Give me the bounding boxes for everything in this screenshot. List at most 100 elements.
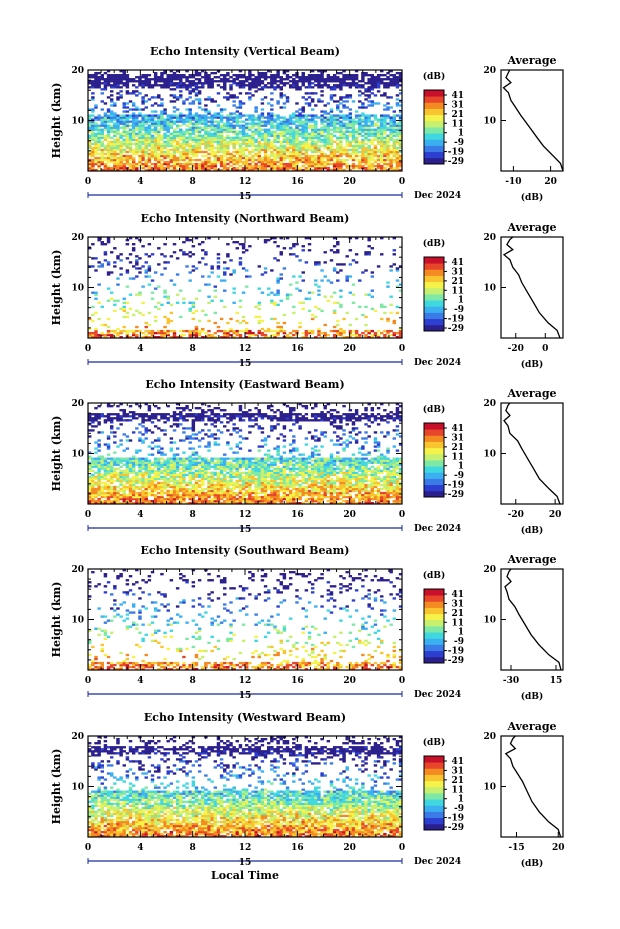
heatmap-cell xyxy=(339,333,343,337)
heatmap-cell xyxy=(235,78,240,81)
heatmap-cell xyxy=(342,96,346,99)
heatmap-cell xyxy=(376,142,381,146)
heatmap-cell xyxy=(288,76,293,79)
heatmap-cell xyxy=(245,327,249,331)
heatmap-cell xyxy=(367,493,371,497)
heatmap-cell xyxy=(301,132,305,135)
heatmap-cell xyxy=(91,92,95,95)
heatmap-cell xyxy=(138,142,142,146)
heatmap-cell xyxy=(398,132,403,135)
heatmap-cell xyxy=(135,166,139,170)
heatmap-cell xyxy=(157,166,161,170)
heatmap-cell xyxy=(207,86,211,89)
heatmap-cell xyxy=(204,126,208,129)
heatmap-cell xyxy=(358,80,362,83)
heatmap-cell xyxy=(364,124,368,127)
heatmap-cell xyxy=(194,126,199,129)
heatmap-cell xyxy=(348,82,353,85)
heatmap-cell xyxy=(194,120,199,123)
heatmap-cell xyxy=(144,489,148,493)
heatmap-cell xyxy=(395,487,400,491)
heatmap-cell xyxy=(370,150,375,154)
heatmap-cell xyxy=(348,118,353,121)
y-tick-label: 20 xyxy=(71,233,84,243)
heatmap-cell xyxy=(179,249,183,252)
heatmap-cell xyxy=(223,489,227,493)
heatmap-cell xyxy=(348,112,353,115)
heatmap-cell xyxy=(279,86,283,89)
heatmap-cell xyxy=(116,144,120,148)
heatmap-cell xyxy=(229,160,233,164)
heatmap-cell xyxy=(370,138,375,141)
heatmap-cell xyxy=(128,329,133,333)
heatmap-cell xyxy=(91,493,95,497)
heatmap-cell xyxy=(266,140,271,144)
heatmap-cell xyxy=(229,164,233,168)
heatmap-cell xyxy=(263,493,268,497)
heatmap-cell xyxy=(194,94,199,97)
heatmap-cell xyxy=(219,317,224,321)
heatmap-cell xyxy=(128,120,133,123)
heatmap-cell xyxy=(131,90,136,93)
heatmap-cell xyxy=(160,168,164,172)
heatmap-cell xyxy=(88,247,92,250)
heatmap-cell xyxy=(138,144,142,148)
heatmap-cell xyxy=(392,491,397,495)
heatmap-cell xyxy=(122,325,126,329)
heatmap-cell xyxy=(301,487,305,491)
heatmap-cell xyxy=(358,495,362,499)
heatmap-cell xyxy=(257,78,261,81)
heatmap-cell xyxy=(135,108,139,111)
heatmap-cell xyxy=(94,257,98,260)
heatmap-cell xyxy=(179,94,183,97)
heatmap-cell xyxy=(285,128,290,131)
heatmap-cell xyxy=(119,152,123,156)
heatmap-cell xyxy=(364,118,368,121)
heatmap-cell xyxy=(307,78,312,81)
heatmap-cell xyxy=(295,132,299,135)
heatmap-cell xyxy=(323,489,327,493)
heatmap-cell xyxy=(188,134,192,137)
heatmap-cell xyxy=(260,162,265,166)
heatmap-cell xyxy=(128,497,133,501)
heatmap-cell xyxy=(307,148,312,152)
heatmap-cell xyxy=(197,74,202,77)
heatmap-cell xyxy=(163,325,167,329)
heatmap-cell xyxy=(398,92,403,95)
heatmap-cell xyxy=(106,82,111,85)
heatmap-cell xyxy=(163,335,167,339)
heatmap-cell xyxy=(128,148,133,152)
average-title: Average xyxy=(506,54,556,67)
heatmap-cell xyxy=(100,120,104,123)
heatmap-cell xyxy=(125,120,130,123)
heatmap-cell xyxy=(125,126,130,129)
heatmap-cell xyxy=(122,84,126,87)
heatmap-cell xyxy=(219,485,224,489)
heatmap-cell xyxy=(323,154,327,158)
heatmap-cell xyxy=(260,120,265,123)
heatmap-cell xyxy=(326,148,331,152)
heatmap-cell xyxy=(304,158,309,162)
heatmap-cell xyxy=(204,140,208,144)
heatmap-cell xyxy=(94,162,98,166)
heatmap-cell xyxy=(135,106,139,109)
heatmap-cell xyxy=(106,126,111,129)
heatmap-cell xyxy=(307,84,312,87)
heatmap-cell xyxy=(150,148,155,152)
heatmap-cell xyxy=(270,122,274,125)
heatmap-cell xyxy=(182,150,186,154)
heatmap-cell xyxy=(169,168,174,172)
heatmap-cell xyxy=(175,493,180,497)
heatmap-cell xyxy=(345,76,349,79)
heatmap-cell xyxy=(131,489,136,493)
heatmap-cell xyxy=(332,495,337,499)
heatmap-cell xyxy=(270,146,274,150)
heatmap-cell xyxy=(122,156,126,160)
heatmap-cell xyxy=(232,491,236,495)
heatmap-cell xyxy=(254,495,258,499)
heatmap-cell xyxy=(276,333,280,337)
heatmap-cells xyxy=(88,403,403,505)
heatmap-cell xyxy=(191,301,196,304)
heatmap-cell xyxy=(301,168,305,172)
heatmap-cell xyxy=(100,82,104,85)
